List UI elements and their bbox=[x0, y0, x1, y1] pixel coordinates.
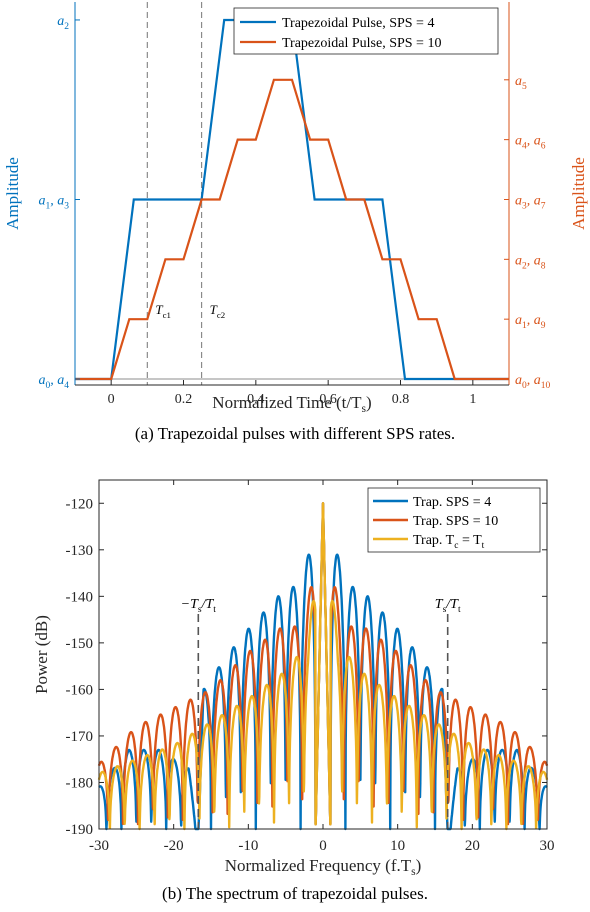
x-tick-label-b: 20 bbox=[465, 838, 480, 854]
tc-label: Tc1 bbox=[155, 302, 171, 320]
right-tick-label-a: a2, a8 bbox=[515, 253, 546, 271]
y-tick-label-b: -130 bbox=[66, 543, 94, 559]
right-tick-label-a: a0, a10 bbox=[515, 373, 551, 391]
y-tick-label-b: -180 bbox=[66, 775, 94, 791]
series-line-sps10 bbox=[75, 78, 509, 381]
left-tick-label-a: a2 bbox=[57, 14, 69, 32]
left-tick-label-a: a0, a4 bbox=[38, 373, 69, 391]
x-tick-label-b: 10 bbox=[390, 838, 405, 854]
legend-label-b: Trap. Tc = Tt bbox=[413, 533, 485, 551]
y-tick-label-b: -160 bbox=[66, 682, 94, 698]
y-tick-label-b: -170 bbox=[66, 729, 94, 745]
y-axis-label-left-a: Amplitude bbox=[3, 157, 22, 230]
x-tick-label-b: 0 bbox=[319, 838, 327, 854]
x-tick-label-b: 30 bbox=[540, 838, 555, 854]
left-tick-label-a: a1, a3 bbox=[38, 193, 69, 211]
y-axis-label-right-a: Amplitude bbox=[569, 157, 588, 230]
right-tick-label-a: a1, a9 bbox=[515, 313, 546, 331]
plot-area-a bbox=[75, 2, 509, 385]
x-axis-label-b: Normalized Frequency (f.Ts) bbox=[225, 856, 422, 878]
x-tick-label-a: 0.4 bbox=[247, 392, 265, 407]
legend-box-a bbox=[233, 7, 499, 55]
x-tick-label-a: 0 bbox=[108, 392, 115, 407]
right-tick-label-a: a4, a6 bbox=[515, 134, 546, 152]
legend-label-a: Trapezoidal Pulse, SPS = 10 bbox=[282, 36, 441, 51]
y-tick-label-b: -190 bbox=[66, 822, 94, 838]
y-tick-label-b: -150 bbox=[66, 636, 94, 652]
y-tick-label-b: -120 bbox=[66, 496, 94, 512]
spectrum-line-tc-eq-tt bbox=[97, 502, 549, 831]
x-tick-label-a: 1 bbox=[469, 392, 476, 407]
y-tick-label-b: -140 bbox=[66, 589, 94, 605]
tc-label: Tc2 bbox=[210, 302, 226, 320]
ts-tt-label: −Ts/Tt bbox=[181, 597, 217, 615]
legend-label-b: Trap. SPS = 10 bbox=[413, 514, 498, 529]
y-axis-label-b: Power (dB) bbox=[32, 615, 51, 694]
caption-a: (a) Trapezoidal pulses with different SP… bbox=[134, 424, 456, 443]
ts-tt-label: Ts/Tt bbox=[435, 597, 461, 615]
chart-a-trapezoidal-pulses: Tc1 Tc2 0 0.2 0.4 0.6 0.8 1 a0, a4 a1, a3 a2 a0, a1… bbox=[3, 2, 588, 415]
x-tick-label-b: -20 bbox=[164, 838, 184, 854]
right-tick-label-a: a3, a7 bbox=[515, 193, 546, 211]
x-tick-label-a: 0.2 bbox=[175, 392, 193, 407]
x-tick-label-a: 0.8 bbox=[392, 392, 410, 407]
x-axis-label-a: Normalized Time (t/Ts) bbox=[212, 393, 371, 415]
chart-b-spectrum: −Ts/Tt Ts/Tt -30 -20 -10 0 10 20 30 -190 -180 -170 -… bbox=[32, 479, 555, 878]
x-tick-label-a: 0.6 bbox=[319, 392, 337, 407]
x-tick-label-b: -10 bbox=[238, 838, 258, 854]
legend-label-b: Trap. SPS = 4 bbox=[413, 495, 491, 510]
caption-b: (b) The spectrum of trapezoidal pulses. bbox=[162, 884, 428, 903]
right-tick-label-a: a5 bbox=[515, 74, 527, 92]
legend-label-a: Trapezoidal Pulse, SPS = 4 bbox=[282, 16, 434, 31]
x-tick-label-b: -30 bbox=[89, 838, 109, 854]
